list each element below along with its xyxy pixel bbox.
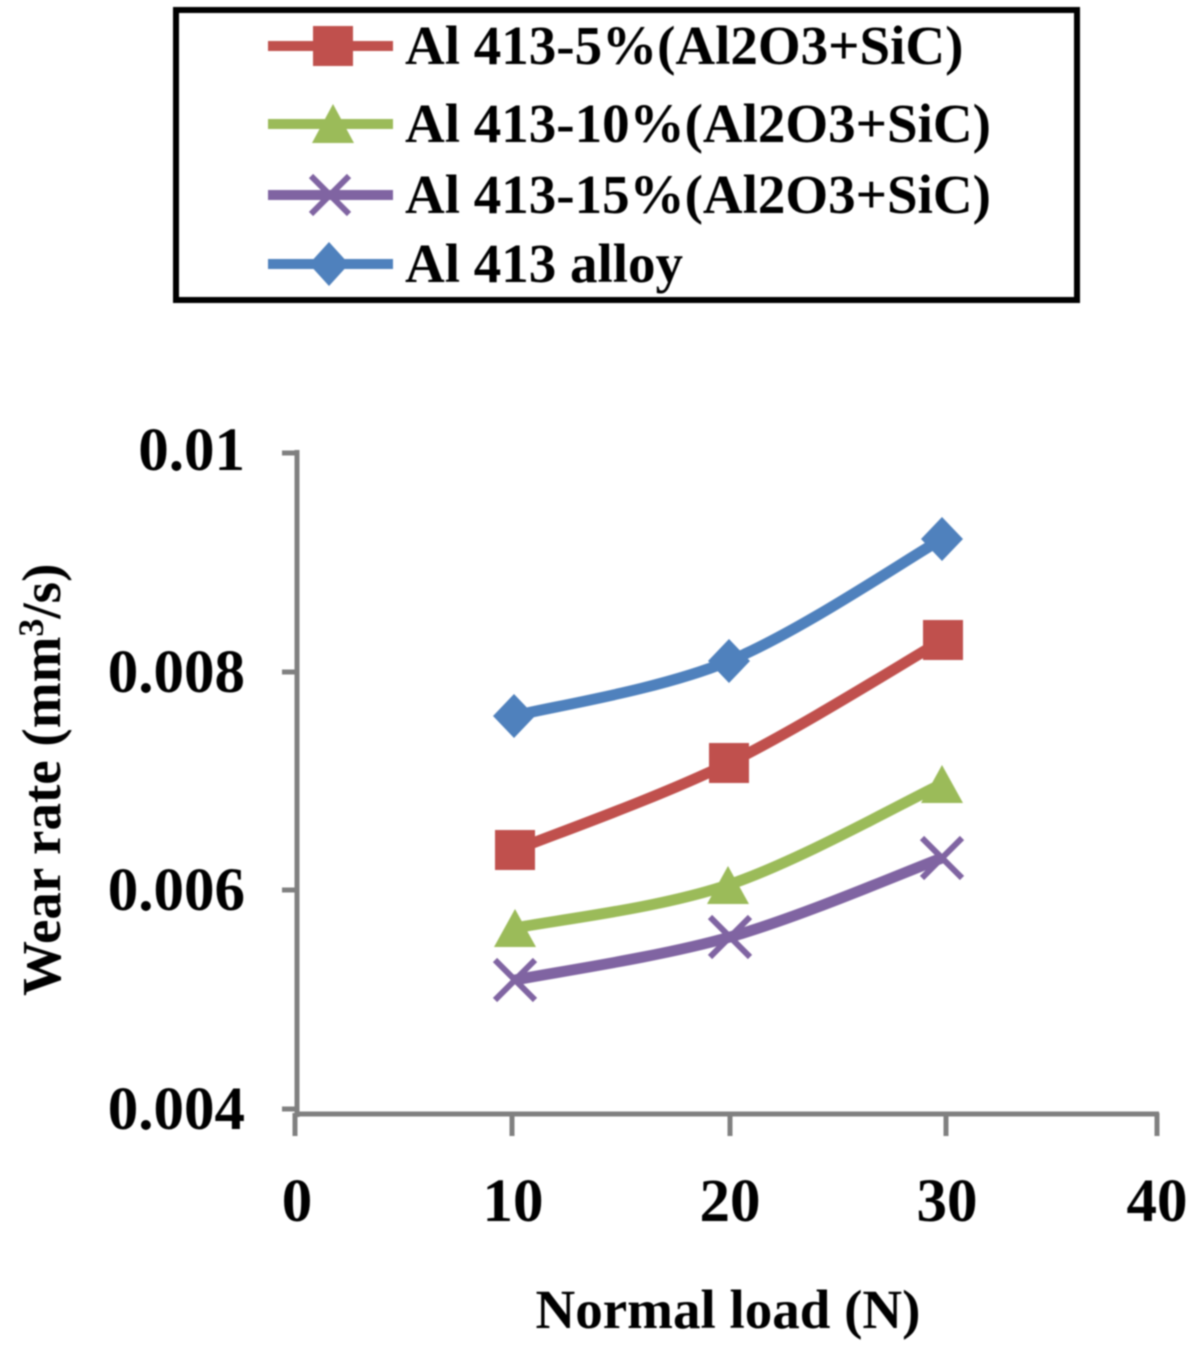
svg-text:0.01: 0.01 [138,417,245,484]
svg-text:40: 40 [1127,1168,1188,1235]
svg-text:0.006: 0.006 [108,857,245,924]
svg-text:10: 10 [483,1168,544,1235]
svg-text:Normal load (N): Normal load (N) [536,1279,921,1340]
svg-text:0: 0 [282,1168,313,1235]
svg-text:30: 30 [917,1168,978,1235]
svg-text:20: 20 [700,1168,761,1235]
svg-text:Al 413-10%(Al2O3+SiC): Al 413-10%(Al2O3+SiC) [405,93,991,154]
svg-text:Al 413-5%(Al2O3+SiC): Al 413-5%(Al2O3+SiC) [405,15,963,76]
svg-text:0.008: 0.008 [108,639,245,706]
svg-text:Al 413 alloy: Al 413 alloy [405,233,683,294]
svg-text:0.004: 0.004 [108,1076,245,1143]
svg-text:Al 413-15%(Al2O3+SiC): Al 413-15%(Al2O3+SiC) [405,164,991,225]
